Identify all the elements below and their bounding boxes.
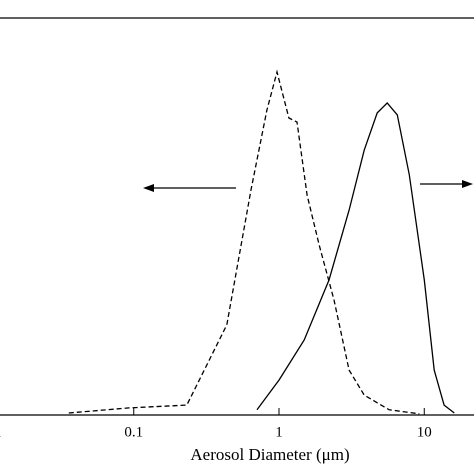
x-tick-label: 10: [417, 424, 432, 440]
left-arrow: [143, 184, 236, 192]
line-series: [68, 69, 420, 415]
x-tick-label: 0.01: [0, 424, 2, 440]
x-tick-label: 1: [275, 424, 283, 440]
x-tick-label: 0.1: [124, 424, 143, 440]
line-series: [256, 102, 455, 414]
right-arrow: [420, 180, 473, 188]
x-axis-label: Aerosol Diameter (μm): [190, 445, 349, 464]
